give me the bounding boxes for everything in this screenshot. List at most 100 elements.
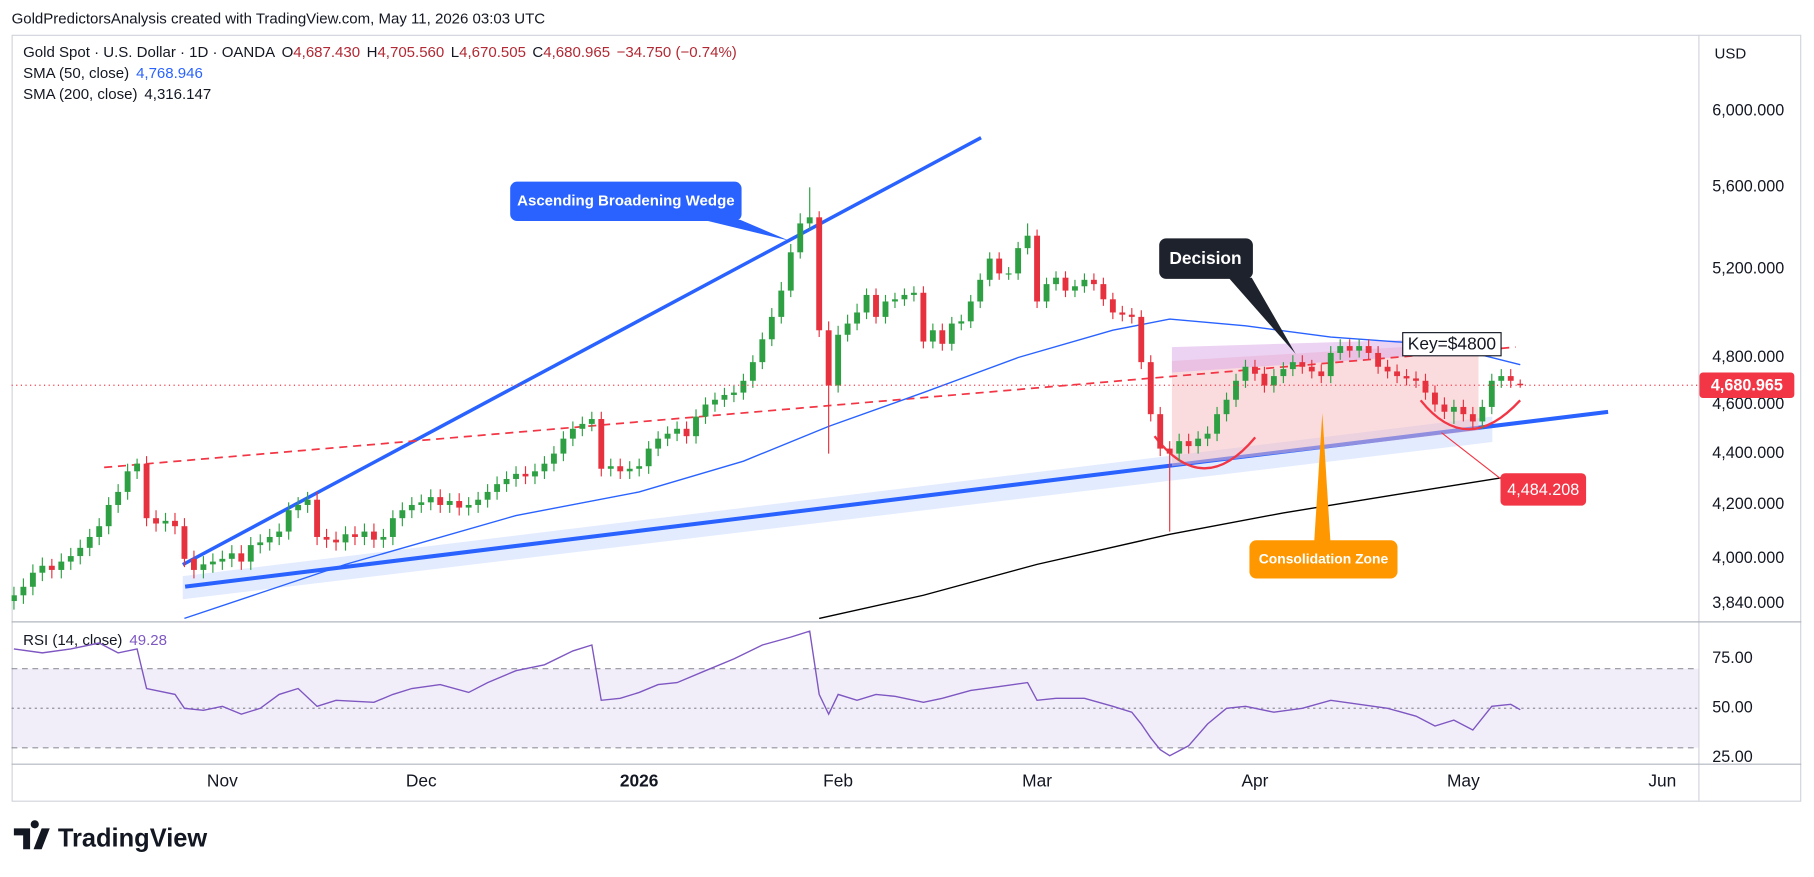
marker-label: 4,484.208 (1507, 481, 1579, 499)
y-tick-label: 4,600.000 (1712, 395, 1784, 413)
ohlc-value: 4,680.965 (543, 44, 610, 61)
candle-body (228, 553, 235, 559)
y-tick-label: 4,800.000 (1712, 348, 1784, 366)
consolidation-box (1171, 342, 1479, 467)
sma-name: SMA (50, close) (23, 65, 129, 82)
logo-mark (13, 820, 50, 850)
last-price-box (1699, 372, 1795, 398)
candle-body (115, 491, 122, 505)
candle-body (1308, 366, 1315, 372)
rsi-name: RSI (14, close) (23, 632, 122, 649)
sma-name: SMA (200, close) (23, 86, 137, 103)
candle-body (787, 252, 794, 291)
candle-body (1005, 273, 1012, 275)
candle-body (1024, 235, 1031, 249)
candle-body (873, 294, 879, 317)
resistance-line (104, 346, 1516, 469)
change: −34.750 (−0.74%) (617, 44, 737, 61)
candle-body (626, 468, 633, 472)
candle-body (693, 416, 699, 437)
ohlc-value: 4,670.505 (459, 44, 526, 61)
candle-body (20, 586, 27, 596)
callout-box (1159, 238, 1253, 279)
candle-body (418, 502, 425, 505)
marker-pointer (1441, 432, 1505, 482)
candle-body (910, 292, 917, 295)
candle-body (560, 438, 567, 454)
candle-body (1053, 277, 1059, 285)
marker-box (1500, 473, 1587, 506)
y-tick-label: 3,840.000 (1712, 594, 1784, 612)
wedge-upper-line (181, 136, 982, 567)
candle-body (1072, 286, 1078, 291)
candle-body (1479, 406, 1486, 422)
candle-body (190, 558, 197, 570)
legend-sma: SMA (200, close) 4,316.147 (23, 86, 211, 103)
x-tick-label: Mar (1022, 771, 1052, 791)
candle-body (408, 504, 415, 511)
candle-body (323, 536, 330, 540)
candle-body (494, 484, 501, 492)
candle-body (1280, 369, 1287, 377)
candle-body (427, 497, 434, 503)
candle-body (1176, 441, 1183, 454)
candle-body (399, 510, 406, 519)
candle-body (1384, 366, 1391, 372)
candle-body (361, 531, 368, 537)
candle-body (664, 433, 671, 439)
candle-body (1517, 383, 1524, 386)
ohlc-key: C (532, 44, 543, 61)
candle-body (48, 565, 55, 570)
candle-body (257, 542, 264, 546)
candle-body (304, 499, 311, 505)
candle-body (58, 561, 65, 570)
legend-rsi: RSI (14, close) 49.28 (23, 632, 167, 649)
candle-body (674, 428, 681, 434)
candle-body (1289, 362, 1296, 370)
candle-body (1128, 314, 1135, 317)
candle-body (370, 531, 377, 540)
candle-body (892, 299, 898, 302)
sma-value: 4,316.147 (144, 86, 211, 103)
cup-arc (1153, 435, 1257, 470)
candle-body (636, 466, 643, 469)
candle-body (655, 438, 662, 449)
candle-body (835, 334, 842, 386)
y-tick-label: 4,000.000 (1712, 549, 1784, 567)
candle-body (285, 510, 292, 532)
candle-body (730, 392, 737, 395)
candle-body (797, 223, 804, 253)
candle-body (1252, 366, 1258, 374)
candle-body (1498, 376, 1505, 381)
callout-pointer (1228, 277, 1296, 355)
ohlc-value: 4,705.560 (377, 44, 444, 61)
candle-body (1233, 380, 1239, 400)
candle-body (522, 473, 529, 477)
candle-body (569, 428, 576, 439)
candle-body (1195, 438, 1202, 447)
candle-body (437, 497, 444, 505)
logo-text: TradingView (58, 825, 208, 853)
rsi-tick-label: 25.00 (1712, 748, 1753, 766)
candle-body (882, 301, 889, 317)
candle-body (607, 466, 614, 469)
candle-body (465, 504, 472, 508)
candle-body (209, 561, 216, 565)
ohlc-key: O (282, 44, 294, 61)
x-tick-label: Jun (1648, 771, 1676, 791)
ohlc-key: H (367, 44, 378, 61)
sma-line (184, 318, 1521, 620)
candle-body (1204, 433, 1211, 439)
candle-body (768, 316, 775, 340)
candle-body (143, 463, 150, 519)
candle-body (939, 330, 946, 344)
candle-body (1394, 371, 1400, 377)
rsi-value: 49.28 (129, 632, 167, 649)
x-tick-label: Nov (207, 771, 238, 791)
candle-body (854, 312, 861, 324)
candle-body (1015, 248, 1022, 274)
candle-body (806, 217, 813, 224)
candle-body (247, 545, 254, 562)
x-tick-label: 2026 (620, 771, 659, 791)
callout-pointer (1314, 413, 1331, 542)
